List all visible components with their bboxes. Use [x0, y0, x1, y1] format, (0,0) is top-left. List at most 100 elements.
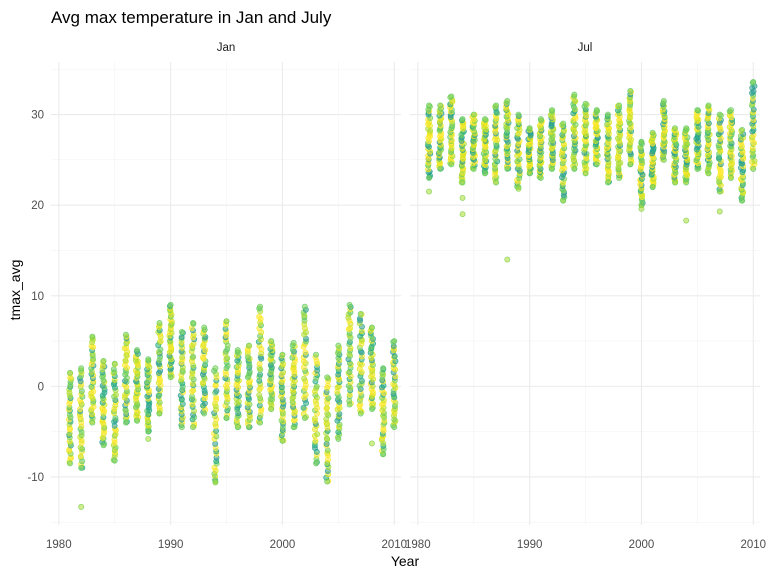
data-point-outlier: [683, 217, 690, 224]
data-point: [683, 125, 690, 132]
data-point: [705, 102, 712, 109]
data-point: [391, 338, 398, 345]
data-point: [727, 175, 734, 181]
data-point: [672, 179, 678, 186]
data-point: [694, 107, 701, 113]
data-point: [739, 197, 746, 204]
data-point: [223, 415, 230, 422]
data-point: [190, 424, 196, 431]
facet-panel-jan: [51, 62, 401, 525]
data-point: [301, 375, 308, 382]
data-point: [324, 447, 331, 454]
data-point: [649, 184, 656, 190]
data-point-outlier: [78, 503, 85, 510]
data-point: [716, 111, 723, 118]
data-point: [616, 175, 623, 181]
data-point: [481, 116, 488, 123]
data-point: [739, 126, 746, 133]
data-point: [391, 424, 398, 431]
data-point: [301, 415, 308, 422]
data-point: [89, 333, 96, 340]
data-point-outlier: [212, 479, 219, 486]
data-point: [213, 394, 220, 401]
data-point: [627, 88, 634, 94]
x-tick-label: 2000: [270, 539, 296, 551]
data-point: [311, 415, 318, 422]
data-point: [571, 165, 578, 172]
data-point: [178, 424, 185, 431]
x-tick-label: 2010: [381, 539, 407, 551]
data-point-outlier: [716, 208, 723, 215]
x-tick-label: 2010: [740, 539, 766, 551]
data-point: [593, 107, 600, 113]
facet-strip-label-jul: Jul: [578, 42, 593, 54]
data-point: [314, 431, 321, 438]
data-point: [694, 165, 701, 172]
data-point: [368, 406, 375, 412]
data-point: [245, 342, 252, 349]
data-point: [256, 360, 263, 367]
data-point: [437, 102, 444, 109]
data-point: [145, 356, 152, 363]
data-point: [313, 351, 319, 358]
data-point: [201, 324, 208, 331]
data-point: [234, 424, 241, 431]
data-point: [481, 170, 488, 177]
data-point: [638, 138, 645, 145]
x-tick-label: 1980: [405, 539, 431, 551]
data-point: [323, 435, 330, 442]
data-point: [134, 347, 141, 354]
data-point-outlier: [459, 194, 466, 201]
data-point: [616, 102, 623, 109]
data-point: [357, 310, 364, 317]
data-point: [245, 424, 252, 431]
data-point: [324, 478, 331, 485]
data-point: [268, 338, 275, 345]
data-point: [549, 165, 555, 172]
data-point: [437, 165, 444, 172]
data-point: [167, 301, 174, 308]
facet-strip-label-jan: Jan: [217, 42, 236, 54]
data-point: [380, 365, 387, 372]
data-point: [346, 401, 353, 408]
data-point: [470, 111, 477, 118]
data-point: [493, 102, 500, 109]
chart-title: Avg max temperature in Jan and July: [51, 8, 332, 27]
x-tick-label: 2000: [629, 539, 655, 551]
y-axis-label: tmax_avg: [7, 260, 23, 321]
facet-panel-jul: [410, 62, 760, 525]
data-point: [256, 392, 263, 399]
data-point: [750, 165, 757, 172]
data-point: [201, 410, 208, 417]
data-point: [313, 460, 319, 467]
y-tick-label: 20: [31, 200, 44, 212]
data-point: [302, 349, 309, 356]
data-point-outlier: [515, 185, 522, 192]
data-point: [313, 383, 320, 390]
data-point: [660, 98, 667, 104]
data-point: [335, 435, 342, 442]
data-point: [504, 165, 511, 172]
data-point: [100, 442, 107, 449]
data-point: [156, 410, 163, 417]
data-point: [190, 320, 196, 326]
data-point: [604, 111, 611, 118]
data-point-outlier: [504, 256, 511, 263]
data-point: [167, 374, 174, 381]
data-point: [111, 360, 118, 367]
data-point: [122, 419, 129, 426]
data-point: [683, 179, 690, 186]
data-point-outlier: [638, 205, 645, 212]
y-tick-label: -10: [27, 472, 44, 484]
data-point: [660, 156, 667, 163]
data-point: [256, 402, 263, 409]
data-point: [300, 404, 307, 411]
y-tick-label: 10: [31, 291, 44, 303]
data-point: [290, 339, 297, 346]
data-point: [178, 329, 185, 335]
data-point: [493, 179, 500, 186]
y-tick-label: 0: [38, 381, 44, 393]
data-point: [335, 342, 342, 349]
data-point: [257, 419, 264, 426]
